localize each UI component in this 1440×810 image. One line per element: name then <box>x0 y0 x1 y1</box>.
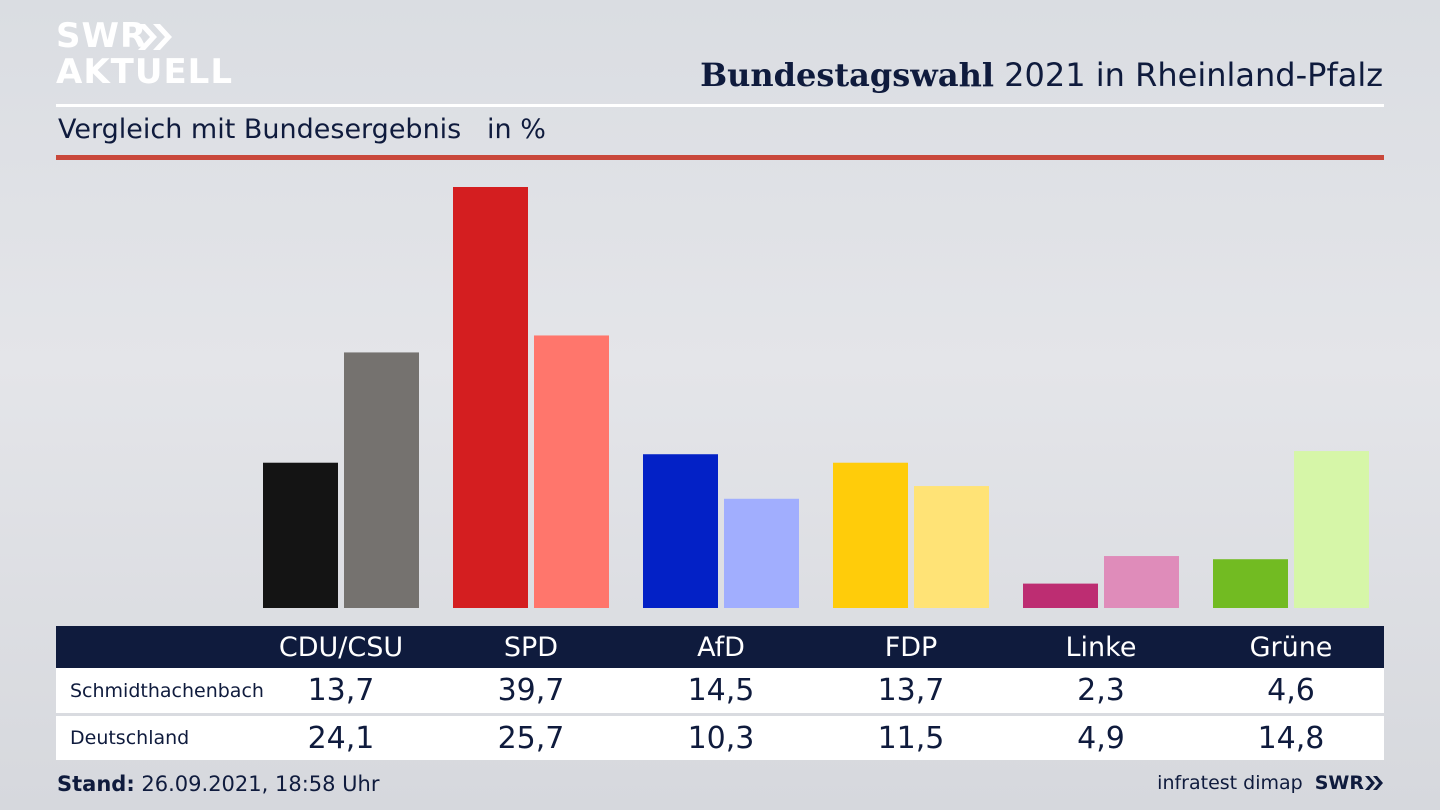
row-label: Schmidthachenbach <box>70 679 264 702</box>
table-header: CDU/CSU SPD AfD FDP Linke Grüne <box>56 626 1384 668</box>
bar-spd-national <box>534 335 609 608</box>
column-header-gr-ne: Grüne <box>1249 631 1333 663</box>
timestamp: Stand: 26.09.2021, 18:58 Uhr <box>57 772 380 796</box>
swr-brand: SWR <box>1315 772 1384 794</box>
logo-swr-text: SWR <box>56 16 148 56</box>
bar-gr-ne-local <box>1213 559 1288 608</box>
value-label: 4,6 <box>1267 673 1315 708</box>
footer-source: infratest dimap SWR <box>1157 772 1384 794</box>
bar-spd-local <box>453 187 528 608</box>
logo-aktuell-text: AKTUELL <box>56 52 234 92</box>
page-title: Bundestagswahl 2021 in Rheinland-Pfalz <box>700 56 1383 94</box>
value-label: 4,9 <box>1077 720 1125 756</box>
bar-gr-ne-national <box>1294 451 1369 608</box>
accent-divider <box>56 155 1384 160</box>
value-label: 13,7 <box>307 673 375 708</box>
row-label: Deutschland <box>70 727 190 749</box>
value-label: 13,7 <box>877 673 945 708</box>
column-header-spd: SPD <box>503 631 559 663</box>
source-label: infratest dimap <box>1157 772 1303 794</box>
value-label: 10,3 <box>687 720 755 756</box>
swr-aktuell-logo: SWR AKTUELL <box>56 16 232 92</box>
bar-afd-national <box>724 498 799 608</box>
title-rest: 2021 in Rheinland-Pfalz <box>994 56 1383 94</box>
chevron-right-icon <box>138 24 172 50</box>
column-header-cdu-csu: CDU/CSU <box>278 631 404 663</box>
bar-fdp-national <box>914 486 989 608</box>
swr-brand-text: SWR <box>1314 772 1364 794</box>
column-header-afd: AfD <box>697 631 745 663</box>
bar-linke-local <box>1023 583 1098 608</box>
table-row: Schmidthachenbach 13,7 39,7 14,5 13,7 2,3 4,6 <box>56 668 1384 713</box>
value-label: 24,1 <box>307 720 375 756</box>
bar-fdp-local <box>833 462 908 608</box>
bar-cdu-csu-local <box>263 462 338 608</box>
results-table: CDU/CSU SPD AfD FDP Linke Grüne Schmidthachen… <box>56 626 1384 760</box>
stand-label: Stand: <box>57 772 135 796</box>
value-label: 11,5 <box>877 720 945 756</box>
stand-value: 26.09.2021, 18:58 Uhr <box>134 772 380 796</box>
table-row: Deutschland 24,1 25,7 10,3 11,5 4,9 14,8 <box>56 716 1384 760</box>
title-bold: Bundestagswahl <box>700 56 994 94</box>
value-label: 14,5 <box>687 673 755 708</box>
value-label: 14,8 <box>1257 720 1325 756</box>
chevron-right-icon <box>1365 776 1383 790</box>
value-label: 2,3 <box>1077 673 1125 708</box>
value-label: 39,7 <box>497 673 565 708</box>
value-label: 25,7 <box>497 720 565 756</box>
column-header-fdp: FDP <box>884 631 938 663</box>
chart-subtitle: Vergleich mit Bundesergebnis in % <box>58 114 546 145</box>
bar-cdu-csu-national <box>344 352 419 608</box>
bar-afd-local <box>643 454 718 608</box>
bar-linke-national <box>1104 556 1179 608</box>
header-divider <box>56 104 1384 107</box>
column-header-linke: Linke <box>1065 631 1137 663</box>
